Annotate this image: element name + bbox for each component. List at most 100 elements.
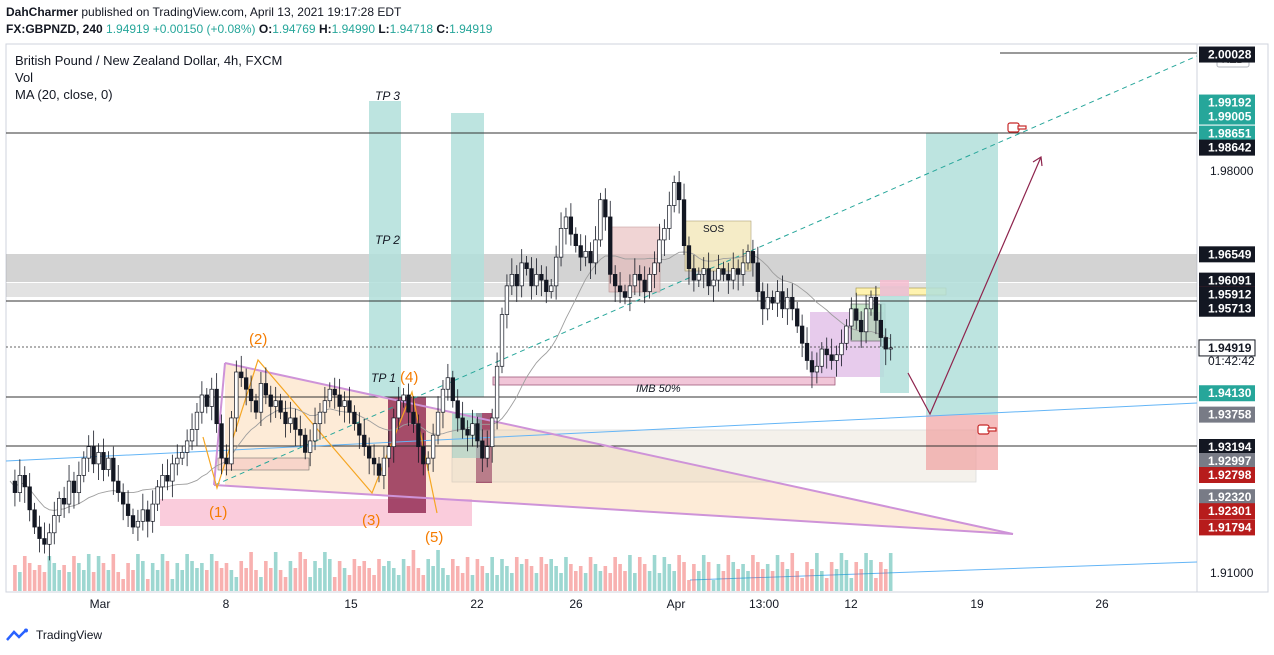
candle-body: [558, 228, 564, 258]
time-axis[interactable]: Mar 8 15 22 26 Apr 13:00 12 19 26: [90, 597, 1109, 611]
volume-bar: [623, 571, 627, 591]
volume-bar: [539, 557, 544, 591]
tradingview-brand-text[interactable]: TradingView: [36, 628, 103, 642]
volume-bar: [721, 571, 726, 591]
candle-body: [184, 440, 190, 453]
candle-body: [844, 325, 849, 344]
wave-3-label: (3): [362, 512, 380, 529]
price-label-bg: [1199, 385, 1255, 402]
volume-indicator-label[interactable]: Vol: [15, 70, 34, 85]
candle-body: [455, 400, 460, 419]
candle-body: [563, 216, 569, 229]
volume-bar: [249, 552, 253, 591]
candle-body: [224, 457, 229, 465]
candle-body: [676, 182, 682, 201]
candles: [12, 171, 893, 561]
volume-bar: [544, 564, 549, 591]
price-axis[interactable]: NZD 1.98000 1.91000 2.000281.991921.9900…: [1198, 46, 1256, 580]
price-label-bg: [1199, 300, 1255, 317]
price-label-text: 1.93758: [1208, 408, 1252, 422]
volume-bar: [534, 573, 539, 591]
author-name[interactable]: DahCharmer: [6, 5, 79, 19]
volume-bar: [436, 550, 440, 591]
candle-body: [593, 239, 598, 264]
open-label: O:: [258, 22, 273, 36]
volume-bar: [145, 579, 150, 591]
symbol-title[interactable]: British Pound / New Zealand Dollar, 4h, …: [15, 53, 283, 68]
price-label-bg: [1199, 246, 1255, 263]
volume-bar: [706, 562, 711, 591]
blue-trendline-1: [5, 402, 1198, 462]
candle-body: [66, 480, 72, 505]
candle-body: [691, 268, 697, 281]
candle-body: [367, 446, 372, 459]
candle-body: [386, 446, 391, 459]
volume-bar: [775, 555, 780, 591]
volume-bar: [470, 575, 475, 591]
candle-body: [189, 429, 195, 442]
tp-column-2: [451, 113, 484, 397]
volume-bar: [396, 575, 401, 591]
volume-bar: [667, 564, 672, 591]
volume-bar: [180, 570, 184, 591]
volume-bar: [598, 571, 603, 591]
price-label-bg: [1198, 339, 1256, 357]
volume-bar: [760, 569, 765, 591]
candle-body: [627, 285, 633, 298]
volume-bar: [328, 559, 332, 591]
volume-bar: [519, 564, 524, 591]
volume-bar: [352, 559, 357, 591]
volume-bar: [711, 580, 716, 591]
volume-bar: [377, 559, 381, 591]
candle-body: [421, 446, 426, 465]
x-tick-label: 26: [1095, 597, 1109, 611]
price-label-text: 1.94919: [1208, 341, 1252, 355]
volume-bar: [175, 563, 180, 591]
candle-body: [209, 388, 214, 407]
volume-bar: [588, 557, 593, 591]
low-value: 1.94718: [389, 22, 434, 36]
volume-bar: [505, 566, 509, 591]
countdown-label: 01:42:42: [1208, 354, 1255, 368]
candle-body: [253, 400, 259, 413]
candle-body: [317, 411, 323, 425]
beige-box: [451, 429, 977, 483]
candle-body: [829, 354, 834, 361]
volume-bar: [805, 562, 809, 591]
candle-body: [116, 480, 121, 493]
candle-body: [765, 296, 770, 310]
volume-bar: [288, 561, 293, 591]
candle-body: [194, 411, 200, 430]
volume-bar: [524, 559, 529, 591]
volume-bar: [618, 564, 622, 591]
volume-bar: [864, 553, 868, 591]
volume-bar: [603, 566, 608, 591]
high-value: 1.94990: [331, 22, 375, 36]
candle-body: [140, 509, 145, 522]
volume-bar: [697, 571, 701, 591]
price-label: 1.92301: [1199, 503, 1255, 520]
dashed-trendline: [214, 55, 1198, 486]
sos-box: [684, 220, 752, 272]
candle-body: [809, 360, 815, 373]
candle-body: [583, 251, 588, 258]
candle-body: [672, 182, 677, 206]
volume-bar: [770, 571, 775, 591]
volume-bar: [278, 570, 283, 591]
volume-bar: [500, 559, 504, 591]
candle-body: [219, 423, 224, 459]
volume-bar: [150, 563, 155, 591]
candle-body: [849, 308, 854, 327]
candle-body: [416, 423, 421, 448]
candle-body: [47, 532, 52, 545]
price-label: 1.93758: [1199, 406, 1255, 423]
ma-indicator-label[interactable]: MA (20, close, 0): [15, 87, 113, 102]
candle-body: [445, 377, 451, 390]
chart-pane-border: [5, 43, 1269, 593]
volume-bar: [264, 561, 268, 591]
position-stop-small: [880, 280, 909, 296]
candle-body: [859, 319, 864, 333]
volume-bar: [332, 577, 337, 591]
volume-bar: [741, 564, 745, 591]
